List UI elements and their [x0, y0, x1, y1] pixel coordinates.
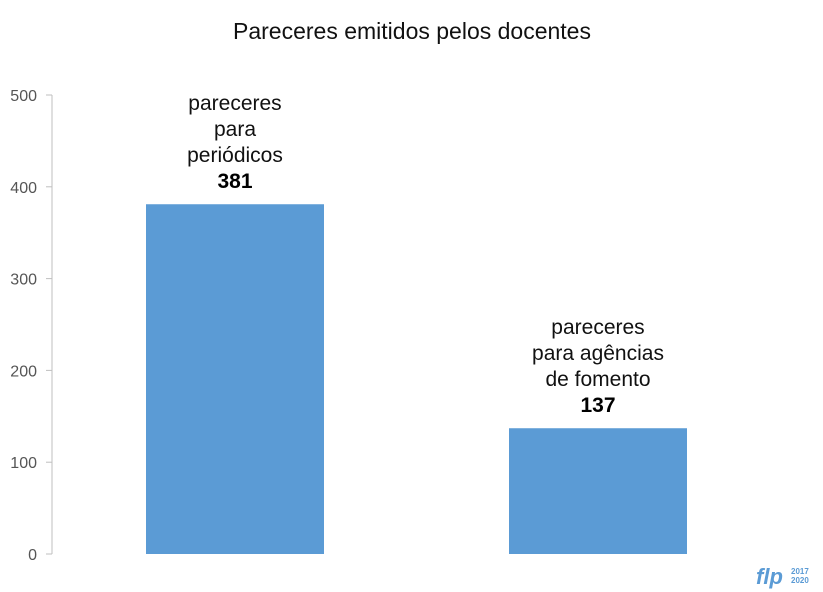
y-tick-label: 100 — [10, 455, 37, 472]
bar — [146, 204, 324, 554]
logo-year-start: 2017 — [791, 567, 809, 576]
bar-category-label: de fomento — [545, 368, 650, 391]
y-tick-label: 0 — [28, 547, 37, 564]
chart-title: Pareceres emitidos pelos docentes — [233, 18, 591, 44]
bar — [509, 428, 687, 554]
y-tick-label: 200 — [10, 363, 37, 380]
logo-text: flp — [756, 564, 783, 589]
bar-category-label: para agências — [532, 342, 664, 365]
y-tick-label: 500 — [10, 88, 37, 105]
bars — [146, 204, 687, 554]
bar-category-label: pareceres — [551, 316, 644, 339]
y-axis: 0 100 200 300 400 500 — [10, 88, 53, 564]
bar-labels: 381 pareceres para periódicos 137 pareceres pa… — [187, 92, 664, 417]
y-tick-label: 300 — [10, 272, 37, 289]
bar-category-label: pareceres — [188, 92, 281, 115]
bar-value-label: 137 — [580, 394, 615, 417]
bar-category-label: periódicos — [187, 144, 283, 167]
flp-logo: flp 2017 2020 — [756, 564, 809, 589]
logo-year-end: 2020 — [791, 576, 809, 585]
bar-value-label: 381 — [217, 170, 252, 193]
y-tick-label: 400 — [10, 180, 37, 197]
bar-category-label: para — [214, 118, 256, 141]
